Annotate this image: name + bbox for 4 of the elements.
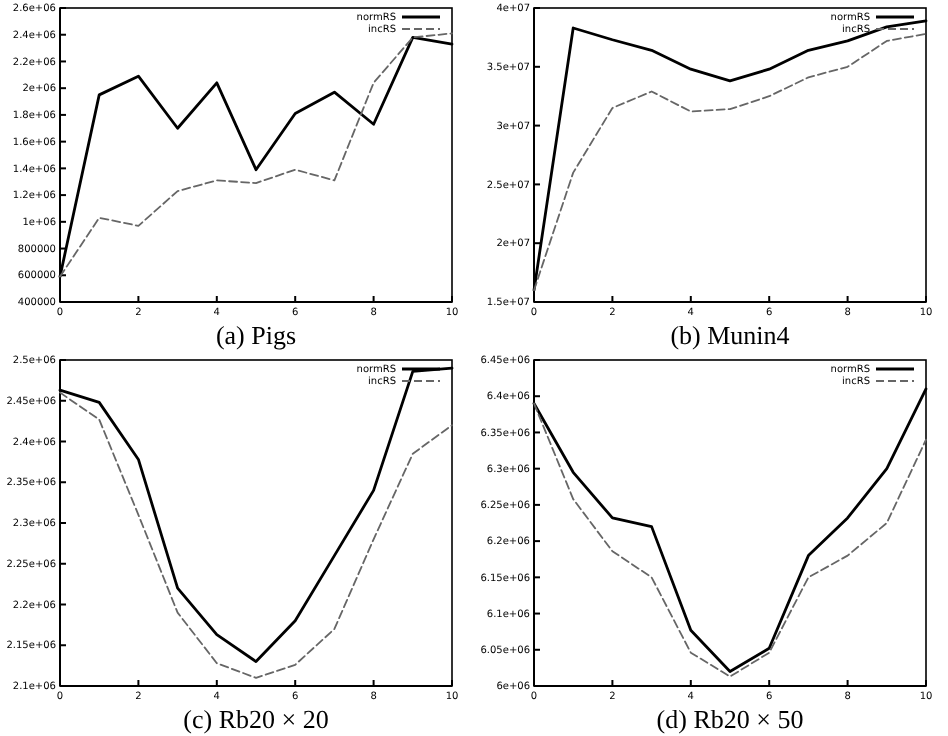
text: (d) Rb20 × 50 <box>656 704 804 734</box>
text: (a) Pigs <box>215 320 297 350</box>
text: (c) Rb20 × 20 <box>183 704 329 734</box>
text: (b) Munin4 <box>670 320 791 350</box>
